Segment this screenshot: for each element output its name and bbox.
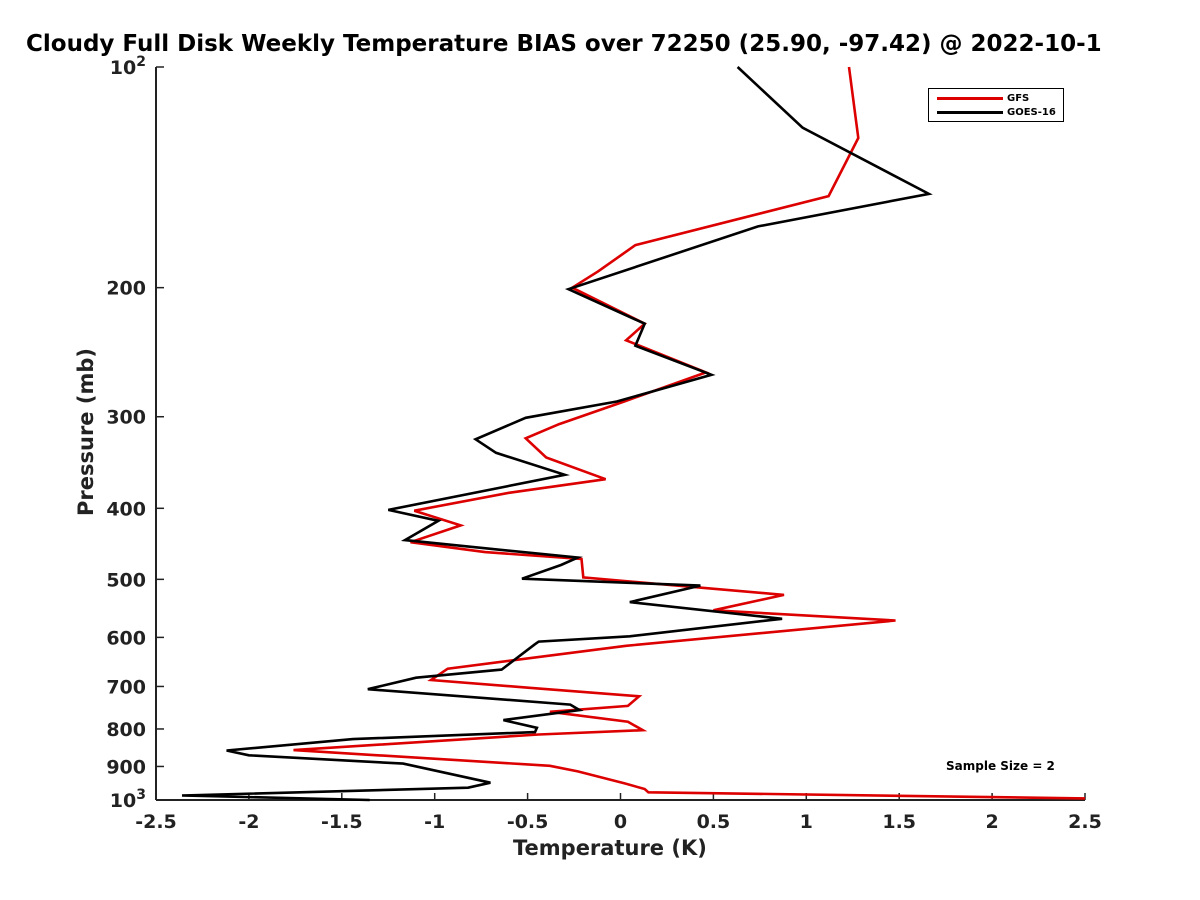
- y-tick-label: 900: [106, 756, 146, 778]
- y-tick-label: 300: [106, 407, 146, 429]
- x-tick-label: -2.5: [135, 811, 177, 833]
- x-tick-label: -1: [424, 811, 445, 833]
- y-tick-label: 400: [106, 498, 146, 520]
- x-tick-label: -1.5: [321, 811, 363, 833]
- axes-frame: [155, 67, 1085, 801]
- legend-swatch-gfs: [937, 96, 1003, 100]
- y-tick-label-base: 500: [106, 569, 146, 591]
- y-tick-label-base: 600: [106, 627, 146, 649]
- x-axis-ticks: -2.5 -2 -1.5 -1 -0.5 0 0.5 1 1.5 2 2.5: [135, 793, 1102, 833]
- series-lines: [181, 66, 1086, 802]
- y-tick-label: 103: [110, 787, 146, 812]
- y-tick-label-base: 400: [106, 498, 146, 520]
- legend-swatch-goes16: [937, 110, 1003, 114]
- y-tick-label-base: 900: [106, 756, 146, 778]
- y-axis-label: Pressure (mb): [74, 348, 98, 516]
- y-tick-label-exponent: 3: [136, 787, 146, 803]
- y-tick-label-base: 800: [106, 719, 146, 741]
- x-tick-label: 2.5: [1068, 811, 1102, 833]
- y-tick-label: 200: [106, 278, 146, 300]
- series-line-goes16: [181, 66, 933, 802]
- legend-entry-gfs: GFS: [937, 92, 1029, 104]
- y-tick-label: 500: [106, 569, 146, 591]
- y-tick-label: 600: [106, 627, 146, 649]
- x-tick-label: 0: [614, 811, 627, 833]
- legend-label-gfs: GFS: [1007, 92, 1030, 104]
- y-tick-label: 800: [106, 719, 146, 741]
- x-tick-label: 2: [985, 811, 998, 833]
- chart-title: Cloudy Full Disk Weekly Temperature BIAS…: [26, 31, 1102, 57]
- y-tick-label-base: 700: [106, 676, 146, 698]
- x-tick-label: 0.5: [697, 811, 731, 833]
- y-tick-label-base: 10: [110, 790, 136, 812]
- x-tick-label: -2: [238, 811, 259, 833]
- legend: GFS GOES-16: [928, 88, 1064, 122]
- legend-entry-goes16: GOES-16: [937, 106, 1056, 118]
- y-tick-label: 102: [110, 54, 146, 79]
- x-tick-label: 1.5: [882, 811, 916, 833]
- x-tick-label: -0.5: [507, 811, 549, 833]
- x-tick-label: 1: [800, 811, 813, 833]
- y-tick-label-base: 10: [110, 57, 136, 79]
- y-tick-label-base: 300: [106, 407, 146, 429]
- sample-size-annotation: Sample Size = 2: [946, 759, 1055, 773]
- legend-label-goes16: GOES-16: [1007, 106, 1056, 118]
- x-axis-label: Temperature (K): [513, 836, 707, 860]
- series-line-gfs: [293, 66, 1086, 800]
- y-tick-label-exponent: 2: [136, 54, 146, 70]
- y-tick-label: 700: [106, 676, 146, 698]
- y-tick-label-base: 200: [106, 278, 146, 300]
